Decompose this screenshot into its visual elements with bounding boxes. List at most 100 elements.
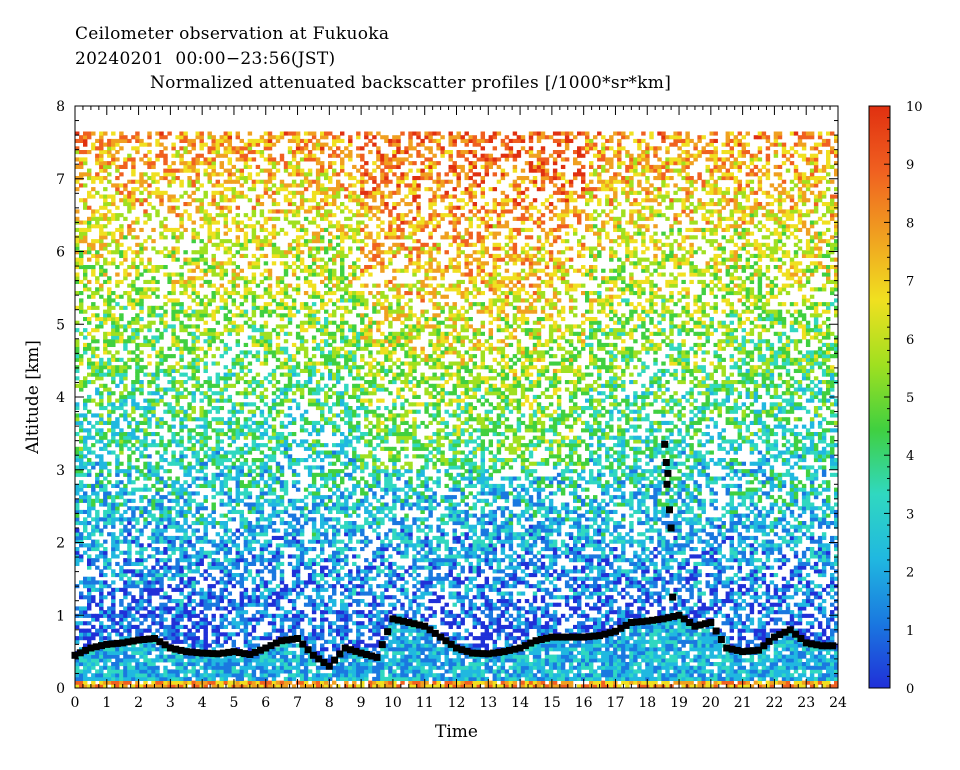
boundary-layer-marker bbox=[569, 633, 577, 641]
boundary-layer-marker bbox=[479, 650, 487, 658]
boundary-layer-marker bbox=[585, 633, 593, 641]
boundary-layer-marker bbox=[442, 637, 450, 645]
boundary-layer-marker bbox=[739, 648, 747, 656]
boundary-layer-marker bbox=[98, 642, 105, 650]
boundary-layer-marker bbox=[781, 628, 789, 636]
boundary-layer-marker bbox=[521, 642, 529, 650]
x-tick-label: 24 bbox=[829, 695, 847, 711]
x-tick-label: 21 bbox=[734, 695, 752, 711]
boundary-layer-marker bbox=[564, 633, 572, 641]
colorbar-tick-label: 7 bbox=[906, 275, 914, 290]
x-tick-label: 16 bbox=[575, 695, 593, 711]
boundary-layer-marker bbox=[633, 618, 641, 626]
boundary-layer-marker bbox=[400, 617, 407, 625]
boundary-layer-marker bbox=[299, 640, 307, 648]
colorbar-axis: 0 1 2 3 4 5 6 7 8 9 10 bbox=[884, 100, 923, 697]
boundary-layer-marker bbox=[140, 636, 148, 643]
boundary-layer-markers bbox=[71, 440, 837, 670]
boundary-layer-marker bbox=[792, 630, 800, 638]
x-tick-label: 5 bbox=[229, 695, 238, 711]
boundary-layer-marker bbox=[198, 649, 206, 657]
boundary-layer-marker bbox=[166, 644, 174, 652]
y-tick-label: 1 bbox=[56, 608, 65, 624]
boundary-layer-marker bbox=[643, 617, 651, 625]
boundary-layer-marker bbox=[786, 626, 794, 634]
y-axis: 0 1 2 3 4 5 6 7 8 bbox=[56, 99, 838, 697]
boundary-layer-marker bbox=[691, 622, 699, 630]
cloud-base-marker bbox=[661, 440, 669, 448]
boundary-layer-marker bbox=[304, 646, 312, 654]
boundary-layer-marker bbox=[506, 646, 513, 654]
y-tick-label: 2 bbox=[56, 536, 65, 552]
boundary-layer-marker bbox=[559, 633, 566, 641]
boundary-layer-marker bbox=[453, 644, 460, 652]
boundary-layer-marker bbox=[543, 634, 551, 642]
boundary-layer-marker bbox=[331, 656, 339, 664]
boundary-layer-marker bbox=[638, 618, 646, 626]
x-tick-label: 1 bbox=[102, 695, 111, 711]
boundary-layer-marker bbox=[209, 650, 217, 658]
boundary-layer-marker bbox=[770, 633, 778, 641]
cloud-base-marker bbox=[667, 524, 675, 532]
boundary-layer-marker bbox=[776, 631, 784, 639]
boundary-layer-marker bbox=[362, 651, 370, 658]
boundary-layer-marker bbox=[262, 644, 270, 652]
boundary-layer-marker bbox=[124, 638, 132, 646]
x-tick-label: 17 bbox=[607, 695, 625, 711]
boundary-layer-marker bbox=[601, 630, 609, 638]
boundary-layer-marker bbox=[500, 648, 508, 656]
boundary-layer-marker bbox=[410, 620, 418, 628]
cloud-base-marker bbox=[662, 459, 670, 466]
x-tick-label: 9 bbox=[357, 695, 366, 711]
boundary-layer-marker bbox=[315, 655, 323, 663]
colorbar-tick-label: 3 bbox=[906, 507, 914, 522]
boundary-layer-marker bbox=[76, 649, 84, 657]
y-tick-label: 5 bbox=[56, 317, 65, 333]
colorbar-tick-label: 5 bbox=[906, 391, 914, 406]
heatmap-layer bbox=[75, 131, 839, 689]
boundary-layer-marker bbox=[341, 644, 349, 652]
boundary-layer-marker bbox=[654, 616, 662, 624]
colorbar-tick-label: 1 bbox=[906, 624, 914, 639]
boundary-layer-marker bbox=[113, 639, 121, 647]
colorbar-tick-label: 6 bbox=[906, 333, 914, 348]
boundary-layer-marker bbox=[622, 621, 630, 629]
boundary-layer-marker bbox=[373, 653, 381, 661]
colorbar-tick-label: 2 bbox=[906, 566, 914, 581]
boundary-layer-marker bbox=[702, 620, 709, 628]
boundary-layer-marker bbox=[627, 619, 635, 626]
boundary-layer-marker bbox=[421, 622, 429, 630]
boundary-layer-marker bbox=[156, 638, 164, 646]
boundary-layer-marker bbox=[278, 637, 286, 645]
boundary-layer-marker bbox=[553, 633, 561, 641]
colorbar-tick-label: 4 bbox=[906, 449, 914, 464]
boundary-layer-marker bbox=[670, 613, 678, 620]
boundary-layer-marker bbox=[204, 649, 211, 657]
boundary-layer-marker bbox=[145, 635, 153, 643]
boundary-layer-marker bbox=[235, 649, 243, 657]
boundary-layer-marker bbox=[802, 639, 810, 647]
x-axis-label: Time bbox=[435, 722, 478, 742]
boundary-layer-marker bbox=[516, 644, 524, 652]
boundary-layer-marker bbox=[808, 640, 815, 648]
boundary-layer-marker bbox=[574, 633, 582, 641]
boundary-layer-marker bbox=[765, 637, 773, 645]
boundary-layer-marker bbox=[241, 650, 249, 658]
boundary-layer-marker bbox=[92, 643, 100, 651]
x-tick-label: 7 bbox=[293, 695, 302, 711]
boundary-layer-marker bbox=[230, 648, 238, 656]
x-tick-label: 15 bbox=[543, 695, 561, 711]
boundary-layer-marker bbox=[82, 646, 90, 654]
boundary-layer-marker bbox=[468, 649, 476, 657]
boundary-layer-marker bbox=[458, 646, 466, 654]
boundary-layer-marker bbox=[431, 629, 439, 637]
boundary-layer-marker bbox=[378, 641, 386, 649]
boundary-layer-marker bbox=[548, 633, 556, 641]
boundary-layer-marker bbox=[103, 640, 111, 648]
boundary-layer-marker bbox=[87, 644, 95, 652]
boundary-layer-marker bbox=[119, 639, 127, 647]
boundary-layer-marker bbox=[161, 641, 169, 649]
boundary-layer-marker bbox=[320, 659, 328, 666]
boundary-layer-marker bbox=[617, 624, 625, 632]
